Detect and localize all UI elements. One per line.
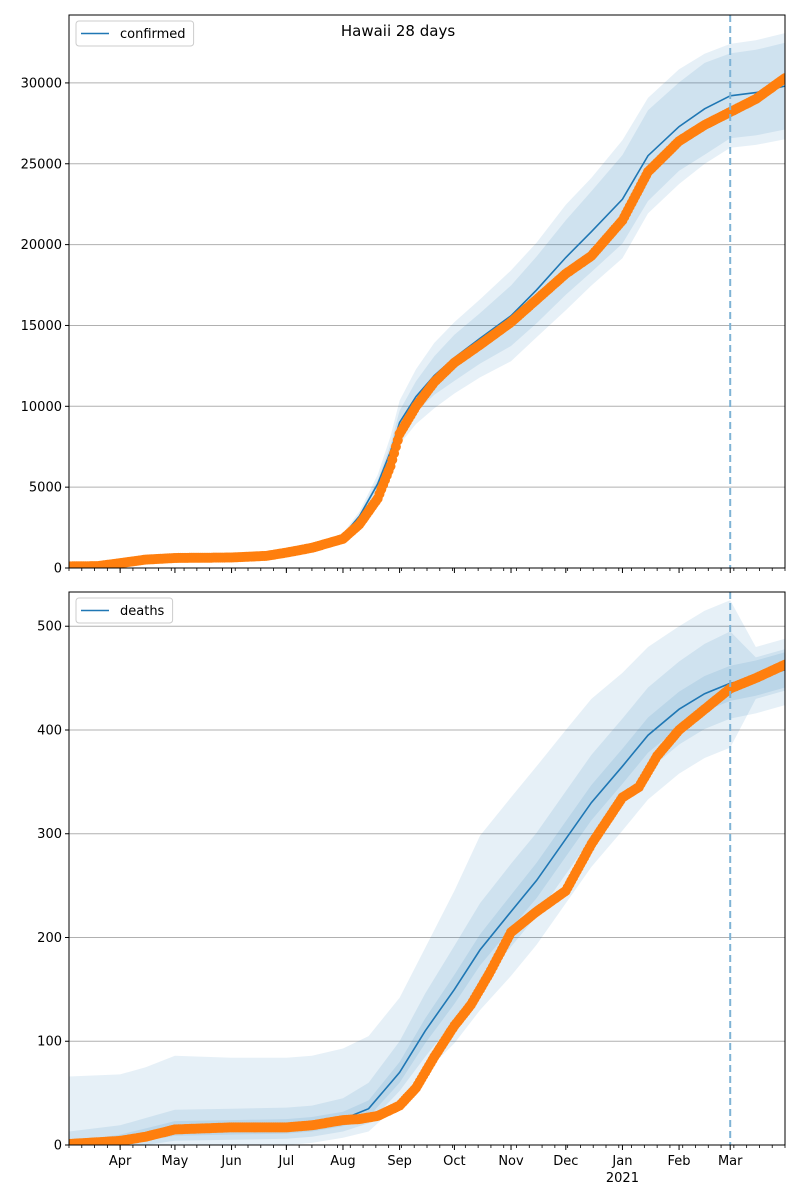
legend: deaths bbox=[75, 597, 174, 624]
deaths-panel: 0 100 200 300 400 500 Apr May Jun Jul Aug Sep Oct Nov… bbox=[37, 591, 786, 1186]
legend-label: confirmed bbox=[120, 27, 186, 42]
x-tick-label: Aug bbox=[330, 1154, 355, 1169]
x-tick-label: Jul bbox=[278, 1154, 295, 1169]
y-tick-label: 400 bbox=[37, 723, 62, 738]
x-tick-label: Feb bbox=[668, 1154, 691, 1169]
y-tick-label: 300 bbox=[37, 827, 62, 842]
observed-point bbox=[780, 73, 785, 84]
plot-area bbox=[69, 33, 785, 568]
legend-box bbox=[75, 597, 174, 624]
y-tick-label: 5000 bbox=[29, 481, 62, 496]
y-tick-label: 0 bbox=[54, 1139, 62, 1154]
y-tick-label: 100 bbox=[37, 1035, 62, 1050]
uncertainty-band bbox=[69, 652, 785, 1145]
y-tick-label: 10000 bbox=[21, 400, 62, 415]
x-tick-label: Apr bbox=[109, 1154, 132, 1169]
x-tick-label: Nov bbox=[498, 1154, 524, 1169]
legend: confirmed bbox=[75, 20, 195, 47]
confirmed-panel: 0 5000 10000 15000 20000 25000 30000 confirmed bbox=[21, 14, 786, 577]
plot-area bbox=[69, 600, 785, 1145]
x-tick-label: May bbox=[161, 1154, 188, 1169]
y-tick-label: 15000 bbox=[21, 319, 62, 334]
x-tick-label: Jan bbox=[611, 1154, 632, 1169]
x-tick-label: Jun bbox=[220, 1154, 241, 1169]
uncertainty-band bbox=[69, 42, 785, 567]
x-tick-label: Sep bbox=[387, 1154, 412, 1169]
y-tick-label: 200 bbox=[37, 931, 62, 946]
y-tick-label: 0 bbox=[54, 562, 62, 577]
x-year-label: 2021 bbox=[606, 1171, 639, 1186]
y-tick-label: 20000 bbox=[21, 238, 62, 253]
x-tick-label: Oct bbox=[443, 1154, 465, 1169]
y-tick-label: 30000 bbox=[21, 76, 62, 91]
x-tick-label: Dec bbox=[553, 1154, 578, 1169]
uncertainty-band bbox=[69, 33, 785, 567]
uncertainty-band bbox=[69, 600, 785, 1145]
legend-label: deaths bbox=[120, 604, 165, 619]
chart-title: Hawaii 28 days bbox=[341, 22, 455, 40]
y-tick-label: 25000 bbox=[21, 157, 62, 172]
observed-point bbox=[780, 659, 785, 670]
x-tick-label: Mar bbox=[718, 1154, 743, 1169]
y-tick-label: 500 bbox=[37, 620, 62, 635]
uncertainty-band bbox=[69, 631, 785, 1145]
legend-box bbox=[75, 20, 195, 47]
